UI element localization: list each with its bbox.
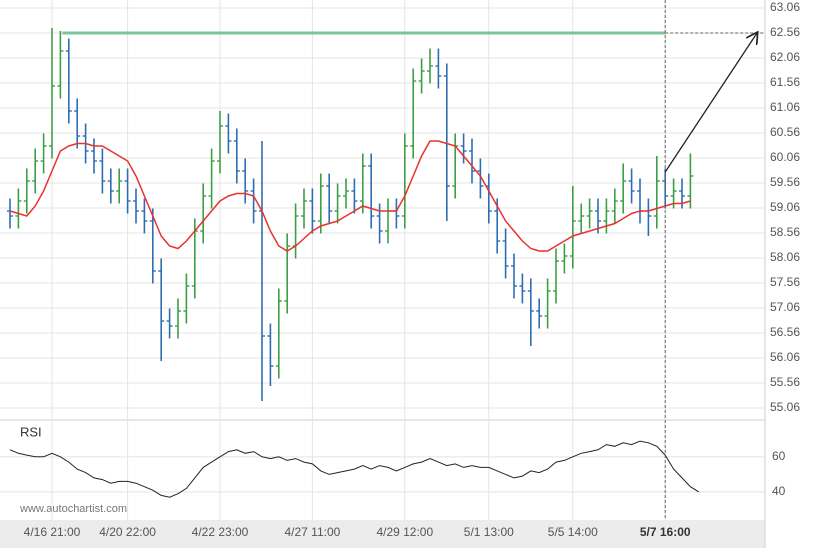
y-tick-label: 58.06 [770,250,800,264]
x-tick-label: 4/29 12:00 [376,525,433,539]
y-tick-label: 55.56 [770,375,800,389]
x-tick-label: 5/7 16:00 [640,525,691,539]
y-tick-label: 60 [772,449,786,463]
y-tick-label: 59.06 [770,200,800,214]
forecast-arrow [664,33,757,173]
rsi-line [9,440,700,498]
y-tick-label: 55.06 [770,400,800,414]
x-axis-band [0,520,765,548]
y-tick-label: 56.06 [770,350,800,364]
y-tick-label: 57.56 [770,275,800,289]
moving-average [9,140,691,252]
x-tick-label: 4/22 23:00 [192,525,249,539]
y-tick-label: 63.06 [770,0,800,14]
y-tick-label: 61.06 [770,100,800,114]
y-tick-label: 58.56 [770,225,800,239]
y-tick-label: 56.56 [770,325,800,339]
x-tick-label: 4/16 21:00 [24,525,81,539]
watermark: www.autochartist.com [19,503,127,515]
rsi-title: RSI [20,424,42,439]
y-tick-label: 61.56 [770,75,800,89]
x-tick-label: 5/1 13:00 [464,525,514,539]
x-tick-label: 4/27 11:00 [284,525,340,539]
y-tick-label: 62.06 [770,50,800,64]
y-tick-label: 60.56 [770,125,800,139]
y-tick-label: 57.06 [770,300,800,314]
y-tick-label: 59.56 [770,175,800,189]
x-tick-label: 5/5 14:00 [548,525,598,539]
y-tick-label: 60.06 [770,150,800,164]
y-tick-label: 40 [772,484,786,498]
x-tick-label: 4/20 22:00 [99,525,156,539]
y-tick-label: 62.56 [770,25,800,39]
